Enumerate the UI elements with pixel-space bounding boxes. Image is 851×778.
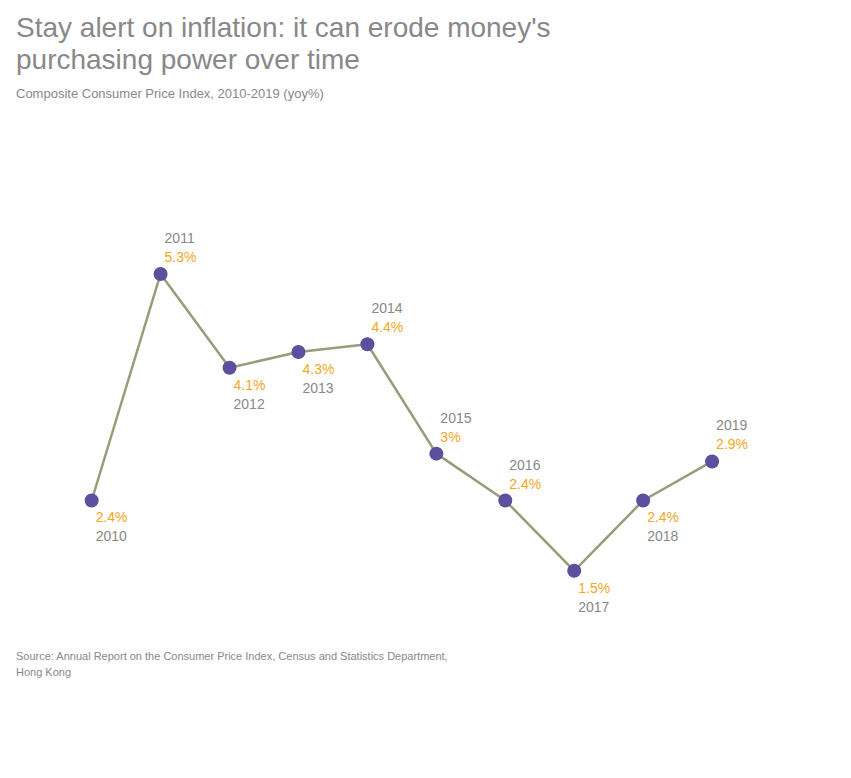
svg-text:2014: 2014 xyxy=(371,301,402,317)
svg-text:1.5%: 1.5% xyxy=(578,580,610,596)
svg-text:2013: 2013 xyxy=(302,380,333,396)
svg-text:2.9%: 2.9% xyxy=(716,437,748,453)
svg-text:2019: 2019 xyxy=(716,418,747,434)
svg-text:4.4%: 4.4% xyxy=(371,320,403,336)
svg-text:2011: 2011 xyxy=(165,230,195,246)
html-text:Source: Annual Report on the C: Source: Annual Report on the Consumer Pr… xyxy=(16,650,448,678)
svg-text:3%: 3% xyxy=(440,429,460,445)
svg-text:2018: 2018 xyxy=(647,529,678,545)
svg-text:2017: 2017 xyxy=(578,599,609,615)
html-text:Stay alert on inflation: it ca: Stay alert on inflation: it can erode mo… xyxy=(16,12,551,76)
svg-text:4.1%: 4.1% xyxy=(234,377,266,393)
svg-text:2012: 2012 xyxy=(234,396,265,412)
svg-text:2010: 2010 xyxy=(96,529,127,545)
svg-text:4.3%: 4.3% xyxy=(302,361,334,377)
svg-text:5.3%: 5.3% xyxy=(165,249,197,265)
svg-text:2.4%: 2.4% xyxy=(509,476,541,492)
svg-text:2015: 2015 xyxy=(440,410,471,426)
svg-text:2.4%: 2.4% xyxy=(647,510,679,526)
html-text:Composite Consumer Price Index: Composite Consumer Price Index, 2010-201… xyxy=(16,86,324,102)
svg-text:2016: 2016 xyxy=(509,457,540,473)
svg-text:2.4%: 2.4% xyxy=(96,510,128,526)
